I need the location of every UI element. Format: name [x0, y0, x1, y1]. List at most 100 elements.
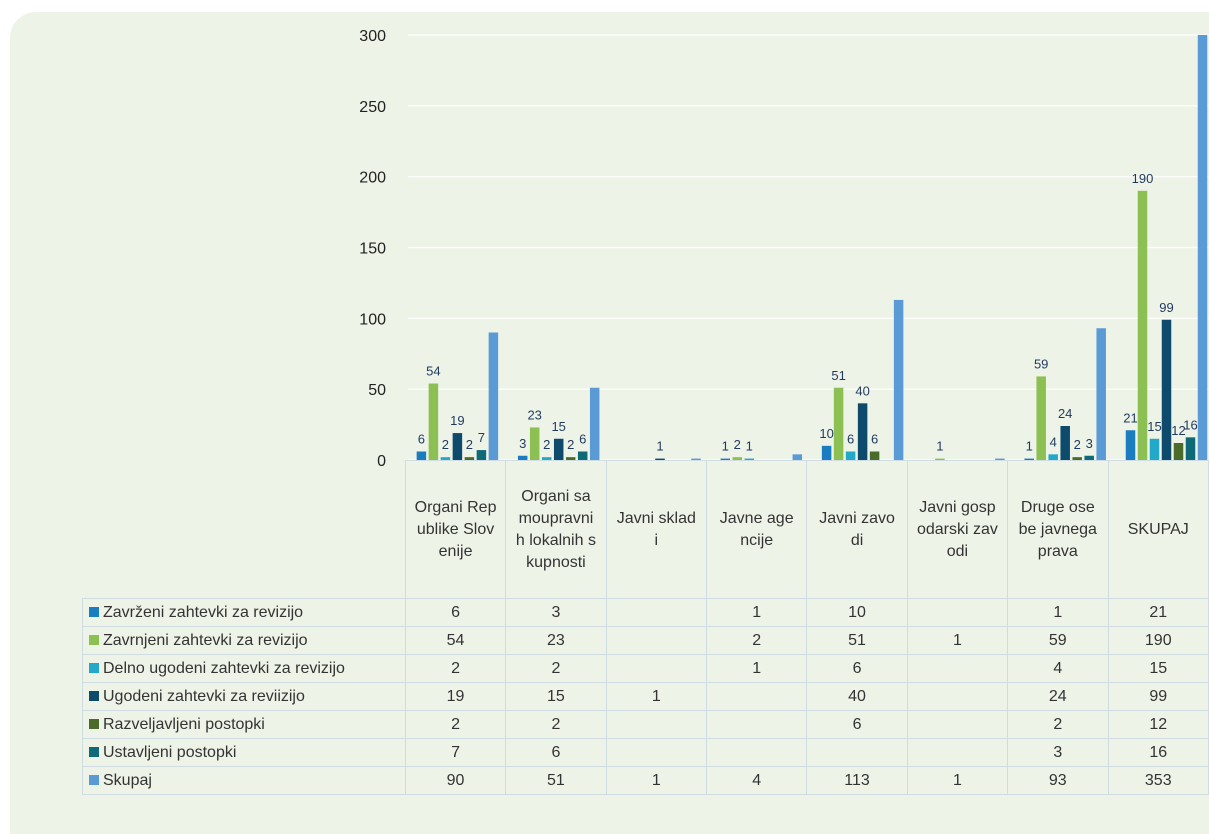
data-label: 190	[1132, 171, 1154, 186]
y-tick-label: 250	[359, 99, 386, 116]
legend-label: Skupaj	[103, 771, 152, 789]
value-cell: 2	[505, 654, 607, 683]
header-cell: Javni gospodarski zavodi	[906, 460, 1009, 599]
data-label: 6	[871, 432, 878, 447]
bar	[577, 451, 588, 460]
data-label: 6	[418, 432, 425, 447]
value-cell: 15	[1107, 654, 1209, 683]
bar	[428, 383, 439, 460]
empty-cell	[906, 654, 1009, 683]
bar	[1149, 438, 1160, 460]
value-cell: 6	[806, 654, 908, 683]
value-cell: 23	[505, 626, 607, 655]
value-cell: 16	[1107, 738, 1209, 767]
value-cell: 19	[404, 682, 507, 711]
legend-label: Delno ugodeni zahtevki za revizijo	[103, 659, 345, 677]
header-cell: Javni skladi	[605, 460, 708, 599]
data-row: Ustavljeni postopki 7 6 3 16	[82, 738, 1209, 767]
data-label: 7	[478, 430, 485, 445]
bar	[1173, 443, 1184, 460]
data-label: 10	[819, 426, 833, 441]
data-label: 1	[722, 439, 729, 454]
data-row: Zavrženi zahtevki za revizijo 6 3 1 10 1 21	[82, 598, 1209, 627]
legend-label: Ugodeni zahtevki za reviizijo	[103, 687, 305, 705]
value-cell: 51	[806, 626, 908, 655]
bar	[732, 457, 743, 460]
legend-label: Ustavljeni postopki	[103, 743, 237, 761]
header-cell: Druge osebe javnega prava	[1007, 460, 1109, 599]
bar	[589, 387, 600, 460]
empty-cell	[705, 710, 808, 739]
data-label: 2	[1074, 437, 1081, 452]
data-label: 23	[527, 407, 541, 422]
value-cell: 6	[806, 710, 908, 739]
empty-cell	[705, 738, 808, 767]
bar	[1096, 328, 1106, 460]
data-label: 51	[831, 368, 845, 383]
value-cell: 2	[404, 710, 507, 739]
data-label: 6	[847, 432, 854, 447]
value-cell: 1	[1007, 598, 1109, 627]
data-row: Delno ugodeni zahtevki za revizijo 2 2 1 6 4 1…	[82, 654, 1209, 683]
value-cell: 21	[1107, 598, 1209, 627]
legend-swatch	[89, 634, 99, 645]
data-row: Razveljavljeni postopki 2 2 6 2 12	[82, 710, 1209, 739]
category-label: SKUPAJ	[1127, 520, 1189, 538]
data-label: 16	[1183, 417, 1197, 432]
value-cell: 93	[1007, 766, 1109, 795]
data-label: 1	[656, 439, 663, 454]
bar	[1084, 455, 1094, 460]
data-label: 1	[746, 439, 753, 454]
value-cell: 40	[806, 682, 908, 711]
bar	[553, 438, 564, 460]
empty-cell	[906, 710, 1009, 739]
data-label: 1	[936, 439, 943, 454]
data-label: 15	[551, 419, 565, 434]
bar	[995, 458, 1005, 460]
data-row: Ugodeni zahtevki za reviizijo 19 15 1 40 24 99	[82, 682, 1209, 711]
bar	[1197, 35, 1208, 461]
data-label: 59	[1034, 356, 1048, 371]
legend-cell: Razveljavljeni postopki	[82, 710, 406, 739]
bar	[821, 445, 832, 460]
empty-cell	[605, 738, 708, 767]
empty-cell	[605, 626, 708, 655]
bar	[1137, 190, 1148, 461]
category-label: Organi Republike Slovenije	[414, 498, 497, 560]
header-cell: Javne agencije	[705, 460, 808, 599]
bar	[857, 403, 868, 460]
value-cell: 1	[906, 766, 1009, 795]
bar	[845, 451, 856, 460]
data-label: 15	[1147, 419, 1161, 434]
bar	[935, 458, 945, 460]
data-label: 24	[1058, 406, 1072, 421]
header-cell: Organi Republike Slovenije	[404, 460, 507, 599]
value-cell: 12	[1107, 710, 1209, 739]
data-label: 1	[1026, 439, 1033, 454]
data-label: 3	[519, 436, 526, 451]
value-cell: 113	[806, 766, 908, 795]
data-label: 3	[1086, 436, 1093, 451]
header-cell: Organi samoupravnih lokalnih skupnosti	[505, 460, 607, 599]
bar	[464, 457, 475, 460]
value-cell: 1	[605, 766, 708, 795]
value-cell: 90	[404, 766, 507, 795]
legend-swatch	[89, 718, 99, 729]
category-label: Javni skladi	[616, 509, 696, 549]
empty-cell	[906, 598, 1009, 627]
bar	[691, 458, 701, 460]
data-row: Skupaj 90 51 1 4 113 1 93 353	[82, 766, 1209, 795]
value-cell: 24	[1007, 682, 1109, 711]
bar	[655, 458, 665, 460]
header-cell: Javni zavodi	[806, 460, 908, 599]
legend-label: Zavrnjeni zahtevki za revizijo	[103, 631, 308, 649]
y-tick-label: 150	[359, 241, 386, 258]
empty-cell	[705, 682, 808, 711]
y-tick-label: 100	[359, 311, 386, 328]
y-tick-label: 0	[377, 453, 386, 470]
category-label: Druge osebe javnega prava	[1018, 498, 1097, 560]
bar	[1161, 319, 1172, 460]
bar	[893, 299, 904, 460]
